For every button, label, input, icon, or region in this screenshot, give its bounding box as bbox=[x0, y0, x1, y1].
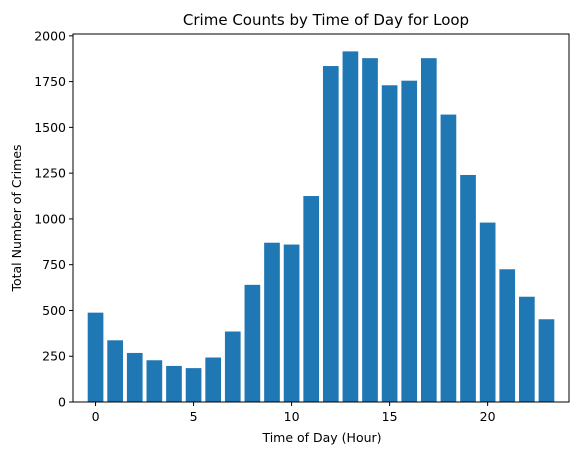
bar-hour-0 bbox=[87, 312, 104, 402]
bar-hour-4 bbox=[166, 365, 182, 402]
x-tick-label: 5 bbox=[190, 409, 198, 424]
bar-hour-7 bbox=[224, 331, 241, 402]
chart-title: Crime Counts by Time of Day for Loop bbox=[183, 11, 469, 29]
y-tick-label: 1250 bbox=[34, 166, 66, 181]
bar-hour-20 bbox=[479, 222, 496, 402]
bar-hour-6 bbox=[205, 357, 222, 402]
bar-hour-18 bbox=[440, 114, 457, 402]
y-axis-label: Total Number of Crimes bbox=[9, 144, 24, 292]
bar-hour-5 bbox=[185, 368, 202, 402]
y-tick-label: 1750 bbox=[34, 74, 66, 89]
bar-hour-22 bbox=[519, 296, 535, 402]
x-axis-ticks: 0 5 10 15 20 bbox=[92, 402, 496, 424]
y-tick-label: 2000 bbox=[34, 28, 66, 43]
bar-hour-19 bbox=[460, 174, 476, 402]
bar-hour-11 bbox=[303, 196, 320, 402]
bar-hour-17 bbox=[420, 58, 437, 402]
y-tick-label: 1500 bbox=[34, 120, 66, 135]
x-tick-label: 20 bbox=[480, 409, 496, 424]
bar-hour-14 bbox=[362, 58, 378, 402]
y-tick-label: 0 bbox=[58, 395, 66, 410]
bar-hour-21 bbox=[499, 269, 516, 402]
bar-hour-2 bbox=[126, 352, 143, 402]
x-tick-label: 10 bbox=[284, 409, 300, 424]
bar-hour-3 bbox=[146, 360, 163, 402]
x-axis-label: Time of Day (Hour) bbox=[261, 430, 381, 445]
plot-frame bbox=[72, 33, 570, 403]
y-tick-label: 250 bbox=[42, 349, 66, 364]
y-tick-label: 1000 bbox=[34, 211, 66, 226]
bar-hour-9 bbox=[264, 242, 280, 402]
bar-hour-13 bbox=[342, 51, 359, 402]
x-tick-label: 0 bbox=[92, 409, 100, 424]
y-tick-label: 750 bbox=[42, 257, 66, 272]
bar-hour-1 bbox=[107, 340, 123, 402]
bar-hour-8 bbox=[244, 284, 261, 402]
bar-hour-10 bbox=[283, 244, 300, 402]
y-axis-ticks: 0 250 500 750 1000 1250 1500 1750 2000 bbox=[34, 28, 73, 410]
bars-group bbox=[87, 51, 555, 403]
bar-hour-16 bbox=[401, 80, 418, 402]
y-tick-label: 500 bbox=[42, 303, 66, 318]
x-tick-label: 15 bbox=[382, 409, 398, 424]
bar-hour-15 bbox=[381, 85, 398, 403]
bar-hour-23 bbox=[538, 319, 555, 402]
bar-hour-12 bbox=[322, 66, 339, 403]
